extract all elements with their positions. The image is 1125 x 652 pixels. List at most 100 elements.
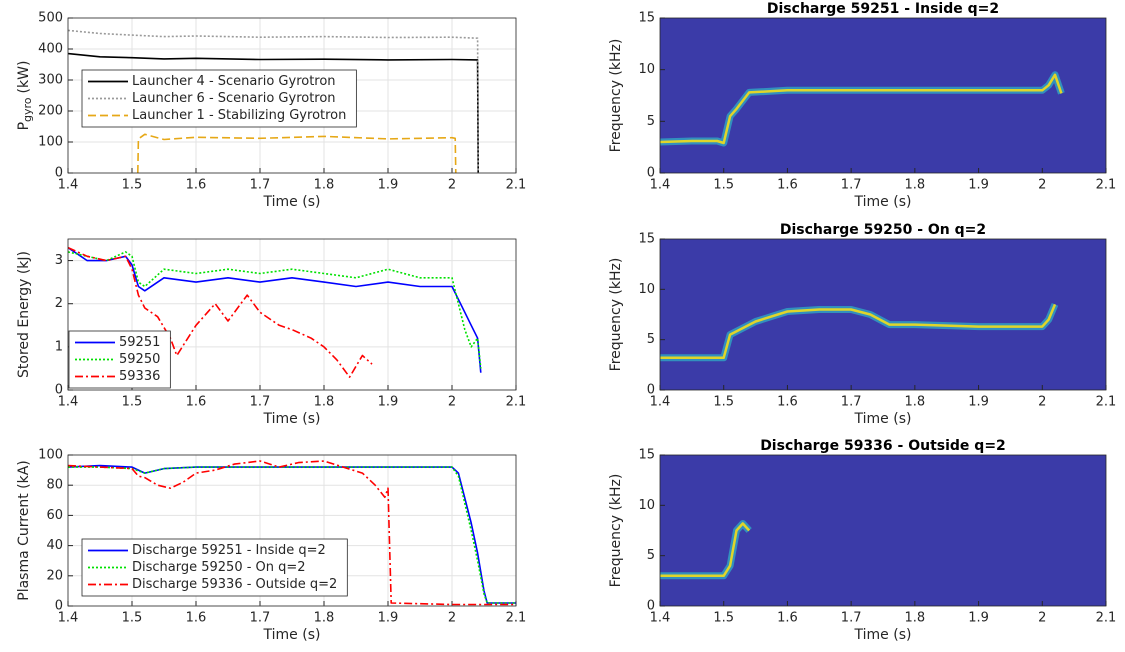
y-tick-label: 15 bbox=[638, 11, 655, 26]
y-tick-label: 500 bbox=[38, 11, 63, 26]
y-axis-label-unit: (kW) bbox=[16, 61, 32, 94]
y-axis-label: Stored Energy (kJ) bbox=[16, 251, 32, 378]
x-tick-label: 1.7 bbox=[250, 178, 271, 193]
legend: Discharge 59251 - Inside q=2 Discharge 59… bbox=[81, 538, 348, 597]
chart-title: Discharge 59250 - On q=2 bbox=[780, 222, 986, 238]
x-tick-label: 1.4 bbox=[58, 611, 79, 626]
x-tick-label: 2 bbox=[448, 395, 456, 410]
legend-box bbox=[81, 69, 357, 128]
y-tick-label: 5 bbox=[647, 114, 655, 129]
x-tick-label: 1.8 bbox=[314, 395, 335, 410]
y-tick-label: 0 bbox=[647, 383, 655, 398]
panel: 1.4 1.5 1.6 1.7 1.8 1.9 2 2.1 0 5 10 15 Time (s) Freq… bbox=[608, 438, 1116, 643]
x-tick-label: 1.8 bbox=[314, 178, 335, 193]
x-tick-label: 1.7 bbox=[250, 611, 271, 626]
y-tick-label: 0 bbox=[647, 166, 655, 181]
y-tick-label: 0 bbox=[55, 166, 63, 181]
axes-frame bbox=[659, 454, 1107, 607]
x-tick-label: 1.9 bbox=[378, 178, 399, 193]
y-tick-label: 2 bbox=[55, 296, 63, 311]
y-axis-label: Frequency (kHz) bbox=[608, 258, 624, 372]
legend-label: Discharge 59251 - Inside q=2 bbox=[132, 543, 326, 558]
x-tick-label: 1.6 bbox=[186, 178, 207, 193]
y-tick-label: 0 bbox=[55, 599, 63, 614]
x-tick-label: 2.1 bbox=[506, 611, 527, 626]
x-tick-label: 1.5 bbox=[122, 178, 143, 193]
legend: 59251 59250 59336 bbox=[68, 330, 171, 389]
series-line bbox=[68, 251, 482, 369]
y-axis-label-main: P bbox=[16, 122, 32, 130]
spectral-line bbox=[660, 522, 751, 578]
x-tick-label: 1.8 bbox=[314, 611, 335, 626]
x-axis-label: Time (s) bbox=[854, 627, 912, 643]
x-tick-label: 1.9 bbox=[378, 395, 399, 410]
x-axis-label: Time (s) bbox=[263, 194, 321, 210]
x-tick-label: 2 bbox=[448, 178, 456, 193]
y-tick-label: 100 bbox=[38, 135, 63, 150]
panel: 1.4 1.5 1.6 1.7 1.8 1.9 2 2.1 0 5 10 15 Time (s) Freq… bbox=[608, 222, 1116, 427]
x-tick-label: 1.8 bbox=[905, 395, 926, 410]
legend-label: 59250 bbox=[119, 352, 160, 367]
panel: 1.4 1.5 1.6 1.7 1.8 1.9 2 2.1 0 20 40 60 80 100 Time (… bbox=[16, 448, 526, 644]
x-tick-label: 1.6 bbox=[777, 178, 798, 193]
chart-title: Discharge 59336 - Outside q=2 bbox=[760, 438, 1006, 454]
y-tick-label: 1 bbox=[55, 339, 63, 354]
y-axis-label-sub: gyro bbox=[21, 97, 34, 122]
y-axis-label: Pgyro (kW) bbox=[16, 61, 34, 131]
x-tick-label: 1.9 bbox=[968, 178, 989, 193]
y-axis-label: Frequency (kHz) bbox=[608, 474, 624, 588]
x-tick-label: 2 bbox=[1038, 178, 1046, 193]
plot-background bbox=[660, 18, 1106, 173]
x-tick-label: 1.9 bbox=[968, 395, 989, 410]
series-line bbox=[68, 29, 479, 173]
axes-frame bbox=[659, 17, 1107, 174]
x-tick-label: 1.7 bbox=[250, 395, 271, 410]
plot-background bbox=[660, 455, 1106, 606]
legend-label: 59336 bbox=[119, 369, 160, 384]
y-tick-label: 400 bbox=[38, 42, 63, 57]
legend-box bbox=[81, 538, 348, 597]
y-tick-label: 0 bbox=[647, 599, 655, 614]
x-tick-label: 1.7 bbox=[841, 178, 862, 193]
y-tick-label: 40 bbox=[46, 538, 63, 553]
panel: 1.4 1.5 1.6 1.7 1.8 1.9 2 2.1 0 1 2 3 Time (s) Stored… bbox=[16, 238, 526, 427]
y-tick-label: 10 bbox=[638, 498, 655, 513]
axes-frame bbox=[67, 238, 517, 391]
x-tick-label: 2 bbox=[1038, 611, 1046, 626]
x-tick-label: 1.5 bbox=[122, 611, 143, 626]
y-tick-label: 200 bbox=[38, 104, 63, 119]
x-tick-label: 1.4 bbox=[650, 178, 671, 193]
x-tick-label: 1.6 bbox=[777, 611, 798, 626]
x-tick-label: 2 bbox=[448, 611, 456, 626]
x-tick-label: 1.4 bbox=[650, 395, 671, 410]
x-tick-label: 2.1 bbox=[1096, 395, 1117, 410]
x-axis-label: Time (s) bbox=[854, 194, 912, 210]
legend-box bbox=[68, 330, 171, 389]
y-tick-label: 80 bbox=[46, 478, 63, 493]
legend-label: Launcher 1 - Stabilizing Gyrotron bbox=[132, 108, 346, 123]
x-tick-label: 2.1 bbox=[1096, 611, 1117, 626]
x-tick-label: 1.9 bbox=[378, 611, 399, 626]
legend-label: 59251 bbox=[119, 335, 160, 350]
x-tick-label: 2.1 bbox=[1096, 178, 1117, 193]
spectral-line bbox=[660, 303, 1057, 360]
series-line bbox=[68, 460, 516, 606]
y-tick-label: 3 bbox=[55, 253, 63, 268]
x-axis-label: Time (s) bbox=[854, 411, 912, 427]
chart-title: Discharge 59251 - Inside q=2 bbox=[767, 1, 999, 17]
y-tick-label: 300 bbox=[38, 73, 63, 88]
series-line bbox=[68, 466, 516, 604]
axes-frame bbox=[67, 454, 517, 607]
x-axis-label: Time (s) bbox=[263, 627, 321, 643]
y-tick-label: 20 bbox=[46, 568, 63, 583]
axes-frame bbox=[67, 17, 517, 174]
y-tick-label: 10 bbox=[638, 282, 655, 297]
y-tick-label: 5 bbox=[647, 548, 655, 563]
y-axis-label: Frequency (kHz) bbox=[608, 39, 624, 153]
plot-background bbox=[660, 239, 1106, 390]
x-tick-label: 1.5 bbox=[122, 395, 143, 410]
x-tick-label: 1.5 bbox=[713, 611, 734, 626]
x-tick-label: 2 bbox=[1038, 395, 1046, 410]
x-tick-label: 1.6 bbox=[777, 395, 798, 410]
